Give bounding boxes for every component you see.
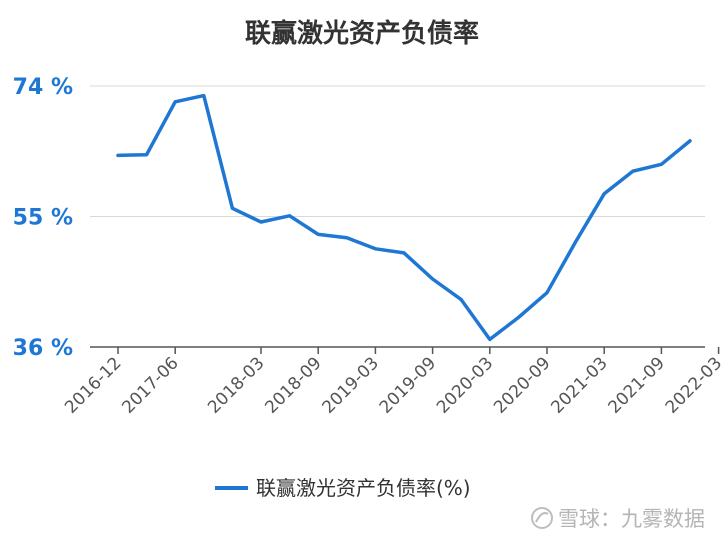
snowball-logo-icon xyxy=(531,507,553,529)
x-tick-label: 2018-09 xyxy=(261,353,325,417)
y-tick-label: 55 % xyxy=(13,206,73,231)
x-tick-label: 2016-12 xyxy=(61,353,125,417)
legend-label: 联赢激光资产负债率(%) xyxy=(256,476,471,500)
x-tick-label: 2017-06 xyxy=(118,353,182,417)
x-tick-label: 2022-03 xyxy=(662,353,724,417)
chart-title: 联赢激光资产负债率 xyxy=(245,18,479,49)
x-tick-label: 2019-03 xyxy=(319,353,383,417)
y-axis: 74 % 55 % 36 % xyxy=(13,75,73,361)
series-line xyxy=(116,93,692,342)
watermark: 雪球：九雾数据 xyxy=(531,507,705,531)
grid-layer xyxy=(90,85,705,348)
x-tick-label: 2019-09 xyxy=(376,353,440,417)
y-tick-label: 74 % xyxy=(13,75,73,100)
x-tick-label: 2020-09 xyxy=(490,353,554,417)
x-tick-label: 2021-09 xyxy=(605,353,669,417)
watermark-text: 雪球：九雾数据 xyxy=(558,507,705,531)
x-tick-label: 2021-03 xyxy=(547,353,611,417)
series-layer xyxy=(116,93,692,342)
legend: 联赢激光资产负债率(%) xyxy=(215,476,471,500)
x-tick-label: 2018-03 xyxy=(204,353,268,417)
x-tick-label: 2020-03 xyxy=(433,353,497,417)
y-tick-label: 36 % xyxy=(13,336,73,361)
